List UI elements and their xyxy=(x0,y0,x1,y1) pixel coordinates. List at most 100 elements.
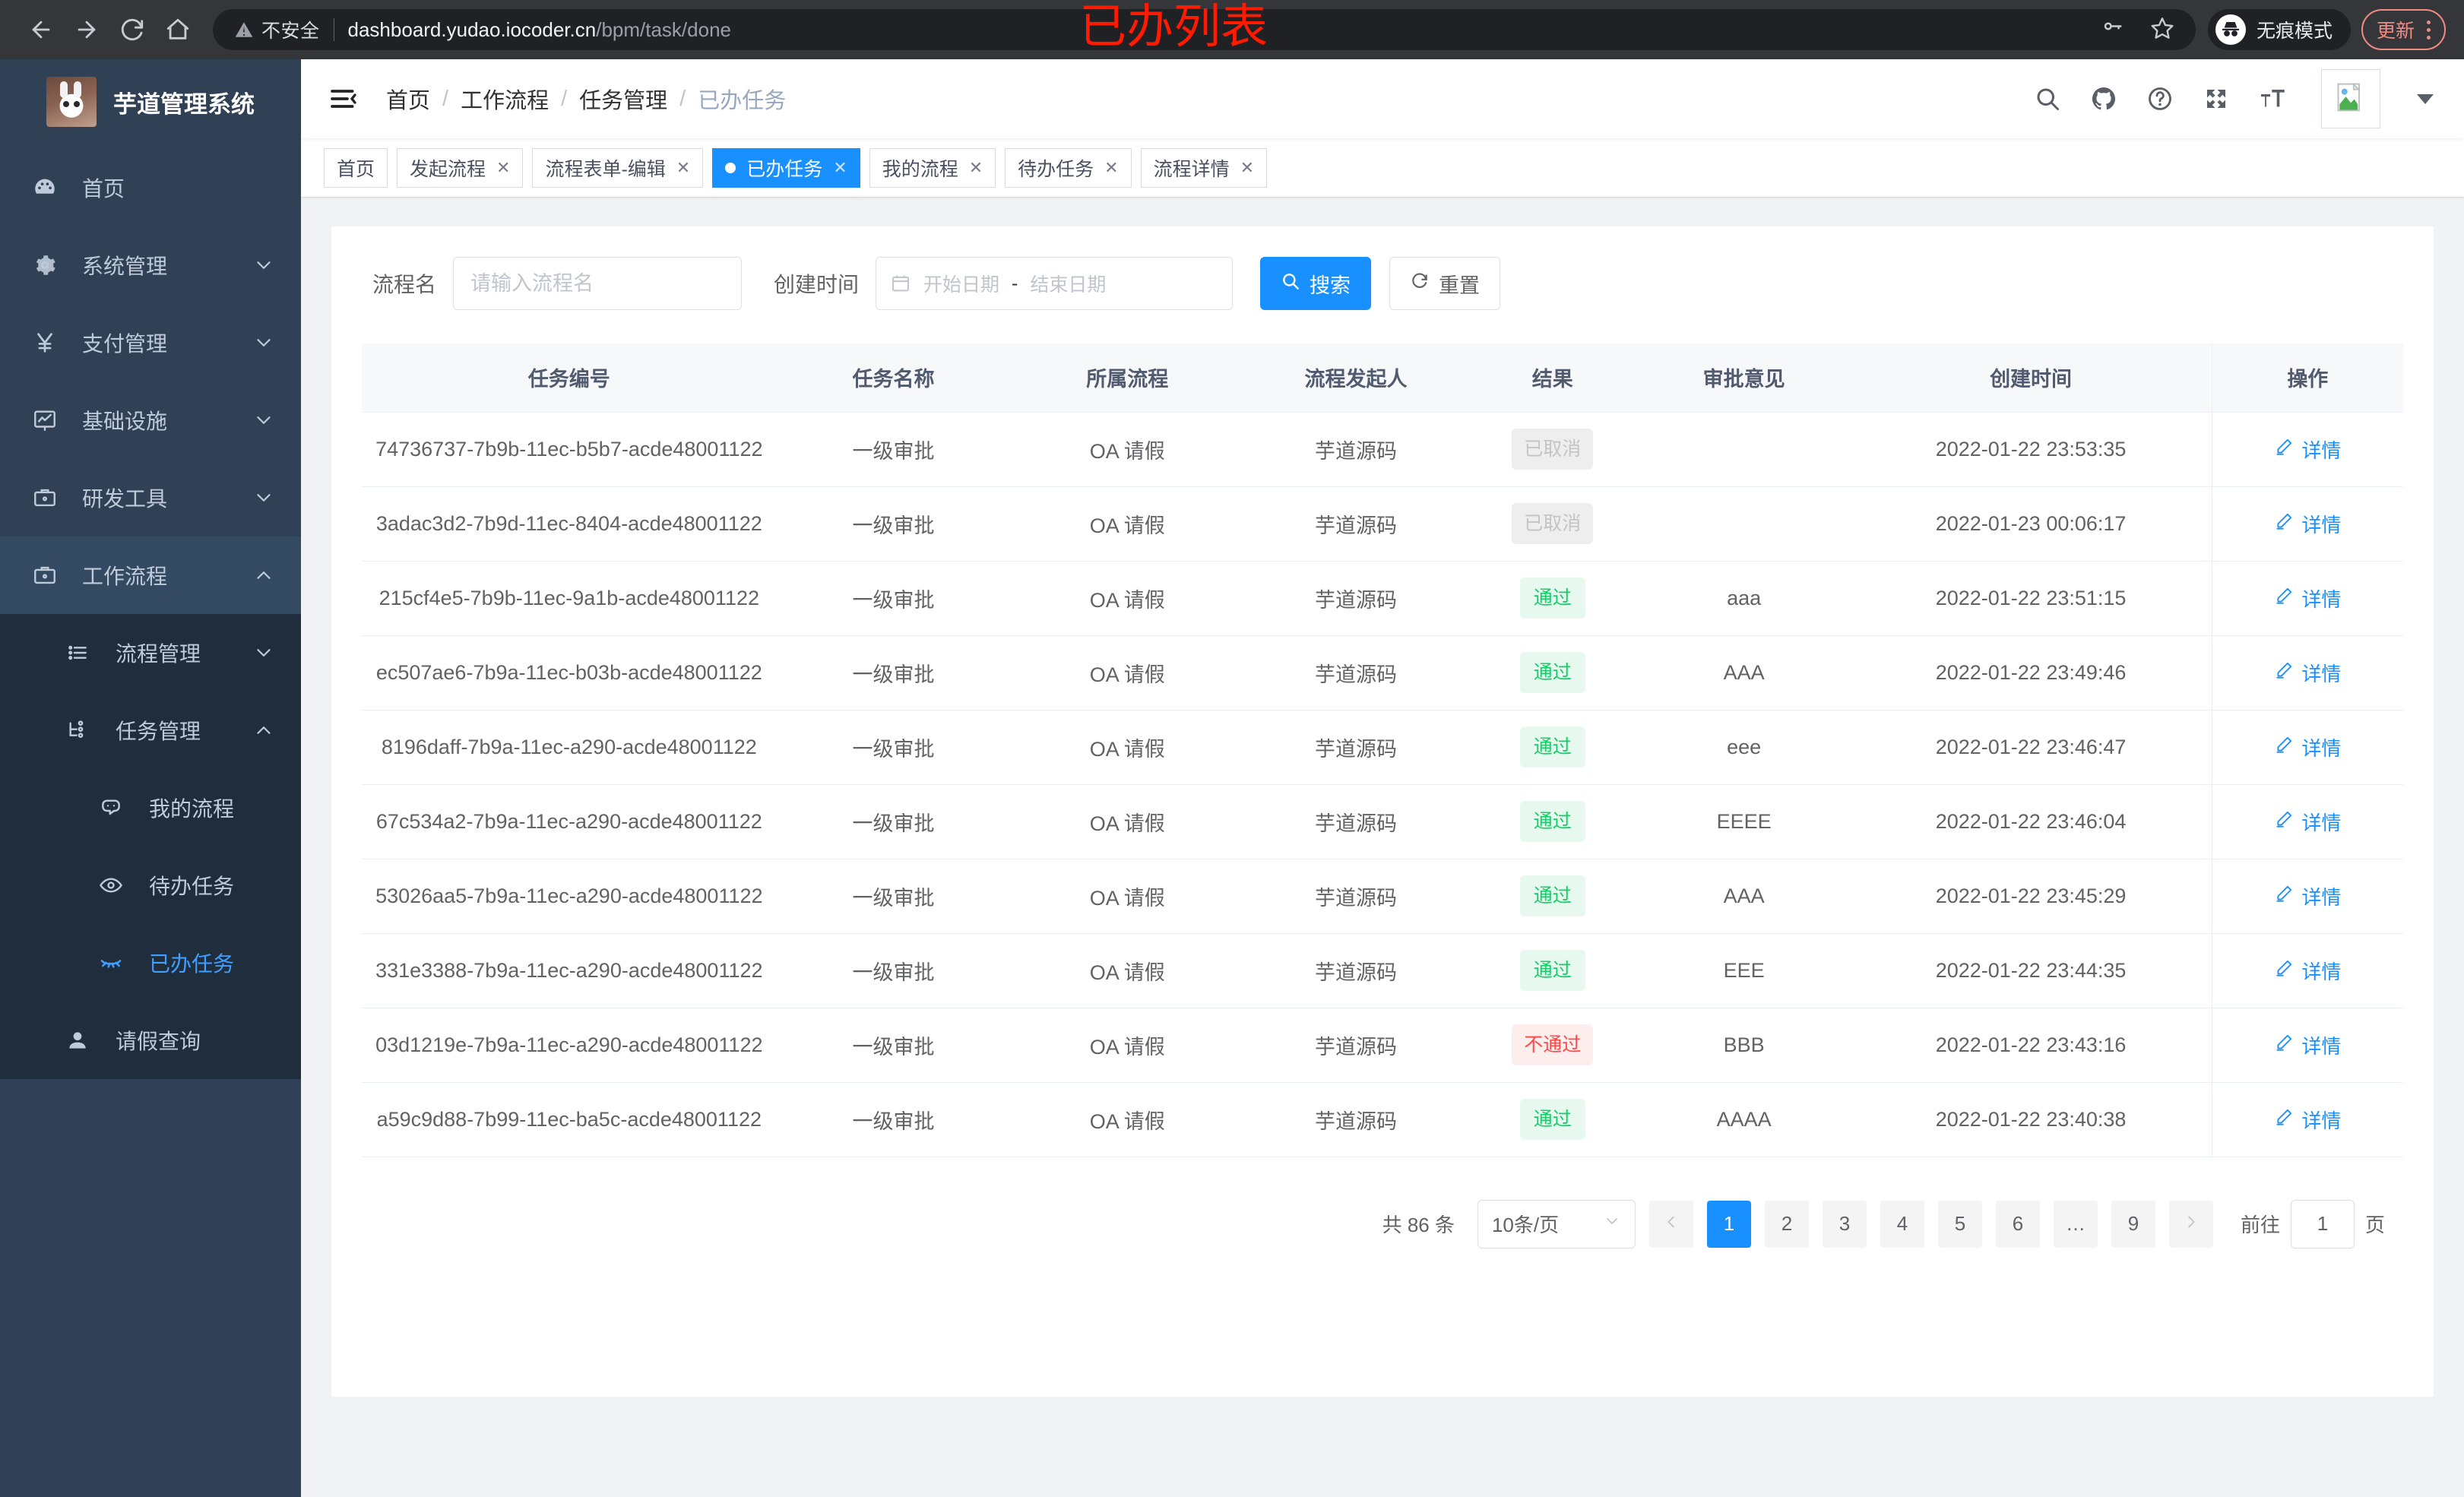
kebab-menu-icon[interactable] xyxy=(2419,20,2438,40)
detail-label: 详情 xyxy=(2301,438,2342,462)
col-comment: 审批意见 xyxy=(1637,343,1851,413)
tag-label: 我的流程 xyxy=(882,158,958,180)
page-size-select[interactable]: 10条/页 xyxy=(1477,1199,1636,1249)
detail-button[interactable]: 详情 xyxy=(2274,510,2341,538)
pagination-prev[interactable] xyxy=(1648,1200,1693,1248)
detail-button[interactable]: 详情 xyxy=(2274,882,2341,910)
sidebar-item-system[interactable]: 系统管理 xyxy=(0,226,301,304)
starter-cell: 芋道源码 xyxy=(1244,933,1468,1008)
task-id-cell: ec507ae6-7b9a-11ec-b03b-acde48001122 xyxy=(362,635,777,711)
breadcrumb-item-1[interactable]: 首页 xyxy=(386,89,431,113)
create-time-cell: 2022-01-22 23:46:04 xyxy=(1850,784,2212,859)
address-bar[interactable]: 不安全 dashboard.yudao.iocoder.cn/bpm/task/… xyxy=(213,9,2196,50)
help-icon[interactable] xyxy=(2146,85,2174,112)
sidebar-item-infrastructure[interactable]: 基础设施 xyxy=(0,381,301,459)
home-button[interactable] xyxy=(155,7,201,52)
pagination-page-…[interactable]: … xyxy=(2053,1200,2098,1248)
pagination-next[interactable] xyxy=(2168,1200,2213,1248)
sidebar-item-home[interactable]: 首页 xyxy=(0,149,301,226)
status-badge: 已取消 xyxy=(1512,429,1594,470)
sidebar-item-leave-query[interactable]: 请假查询 xyxy=(0,1002,301,1079)
close-icon[interactable]: ✕ xyxy=(968,157,983,177)
detail-button[interactable]: 详情 xyxy=(2274,957,2341,985)
search-button[interactable]: 搜索 xyxy=(1260,257,1372,310)
close-icon[interactable]: ✕ xyxy=(833,157,847,177)
sidebar-item-payment[interactable]: 支付管理 xyxy=(0,304,301,381)
detail-button[interactable]: 详情 xyxy=(2274,733,2341,761)
url-text: dashboard.yudao.iocoder.cn/bpm/task/done xyxy=(348,18,731,42)
tag-process-detail[interactable]: 流程详情 ✕ xyxy=(1140,147,1268,188)
tag-start-process[interactable]: 发起流程 ✕ xyxy=(397,147,524,188)
table-row: 3adac3d2-7b9d-11ec-8404-acde48001122 一级审批… xyxy=(362,486,2403,562)
pagination-page-9[interactable]: 9 xyxy=(2111,1200,2155,1248)
sidebar-logo[interactable]: 芋道管理系统 xyxy=(0,59,301,144)
sidebar-item-label: 研发工具 xyxy=(82,487,168,511)
sidebar-item-task-manage[interactable]: 任务管理 xyxy=(0,692,301,769)
font-size-icon[interactable] xyxy=(2259,85,2286,112)
forward-button[interactable] xyxy=(64,7,109,52)
pagination-page-6[interactable]: 6 xyxy=(1995,1200,2040,1248)
status-badge: 通过 xyxy=(1519,578,1585,619)
incognito-indicator[interactable]: 无痕模式 xyxy=(2207,9,2351,50)
avatar[interactable] xyxy=(2321,69,2380,128)
detail-button[interactable]: 详情 xyxy=(2274,1106,2341,1134)
detail-button[interactable]: 详情 xyxy=(2274,808,2341,836)
pagination-jump: 前往 页 xyxy=(2241,1199,2385,1249)
pagination-page-4[interactable]: 4 xyxy=(1880,1200,1924,1248)
close-icon[interactable]: ✕ xyxy=(496,157,511,177)
tag-home[interactable]: 首页 xyxy=(324,147,388,188)
fullscreen-icon[interactable] xyxy=(2203,85,2230,112)
task-name-cell: 一级审批 xyxy=(776,784,1011,859)
create-time-cell: 2022-01-22 23:51:15 xyxy=(1850,561,2212,636)
tag-process-form-edit[interactable]: 流程表单-编辑 ✕ xyxy=(532,147,704,188)
sidebar-item-devtools[interactable]: 研发工具 xyxy=(0,459,301,536)
tree-icon xyxy=(65,718,99,742)
pagination-page-2[interactable]: 2 xyxy=(1764,1200,1809,1248)
jump-suffix: 页 xyxy=(2364,1214,2385,1236)
detail-button[interactable]: 详情 xyxy=(2274,584,2341,612)
chevron-down-icon xyxy=(252,641,275,664)
star-icon[interactable] xyxy=(2150,16,2174,44)
process-cell: OA 请假 xyxy=(1010,859,1245,934)
detail-button[interactable]: 详情 xyxy=(2274,659,2341,687)
pagination-page-5[interactable]: 5 xyxy=(1937,1200,1982,1248)
sidebar-item-my-process[interactable]: 我的流程 xyxy=(0,769,301,847)
github-icon[interactable] xyxy=(2090,85,2117,112)
detail-button[interactable]: 详情 xyxy=(2274,435,2341,464)
sidebar-item-workflow[interactable]: 工作流程 xyxy=(0,536,301,614)
detail-button[interactable]: 详情 xyxy=(2274,1031,2341,1059)
sidebar-item-process-manage[interactable]: 流程管理 xyxy=(0,614,301,692)
reload-button[interactable] xyxy=(109,7,155,52)
chevron-down-icon xyxy=(252,409,275,432)
pagination-page-3[interactable]: 3 xyxy=(1822,1200,1867,1248)
main-area: 首页 / 工作流程 / 任务管理 / 已办任务 xyxy=(301,59,2464,1497)
key-icon[interactable] xyxy=(2101,17,2124,43)
process-name-input[interactable] xyxy=(453,257,743,310)
close-icon[interactable]: ✕ xyxy=(1104,157,1119,177)
date-range-picker[interactable]: 开始日期 - 结束日期 xyxy=(876,257,1234,310)
back-button[interactable] xyxy=(18,7,64,52)
sidebar-item-label: 支付管理 xyxy=(82,332,168,356)
search-icon xyxy=(1281,271,1300,296)
tag-todo-task[interactable]: 待办任务 ✕ xyxy=(1005,147,1132,188)
operation-cell: 详情 xyxy=(2211,859,2403,934)
sidebar-item-todo-task[interactable]: 待办任务 xyxy=(0,847,301,924)
edit-icon xyxy=(2274,511,2294,536)
breadcrumb-item-3[interactable]: 任务管理 xyxy=(579,89,668,113)
sidebar-item-done-task[interactable]: 已办任务 xyxy=(0,924,301,1002)
reset-button[interactable]: 重置 xyxy=(1389,257,1501,310)
close-icon[interactable]: ✕ xyxy=(1240,157,1255,177)
breadcrumb-item-2[interactable]: 工作流程 xyxy=(461,89,549,113)
process-cell: OA 请假 xyxy=(1010,561,1245,636)
chevron-down-icon[interactable] xyxy=(2417,93,2434,104)
update-button[interactable]: 更新 xyxy=(2361,9,2446,50)
pagination-page-1[interactable]: 1 xyxy=(1706,1200,1751,1248)
search-icon[interactable] xyxy=(2034,85,2061,112)
tag-my-process[interactable]: 我的流程 ✕ xyxy=(869,147,996,188)
sidebar-item-label: 已办任务 xyxy=(149,952,235,976)
jump-input[interactable] xyxy=(2290,1199,2355,1249)
tag-done-task[interactable]: 已办任务 ✕ xyxy=(712,147,860,188)
close-icon[interactable]: ✕ xyxy=(676,157,691,177)
hamburger-icon[interactable] xyxy=(327,82,360,116)
create-time-cell: 2022-01-23 00:06:17 xyxy=(1850,486,2212,562)
